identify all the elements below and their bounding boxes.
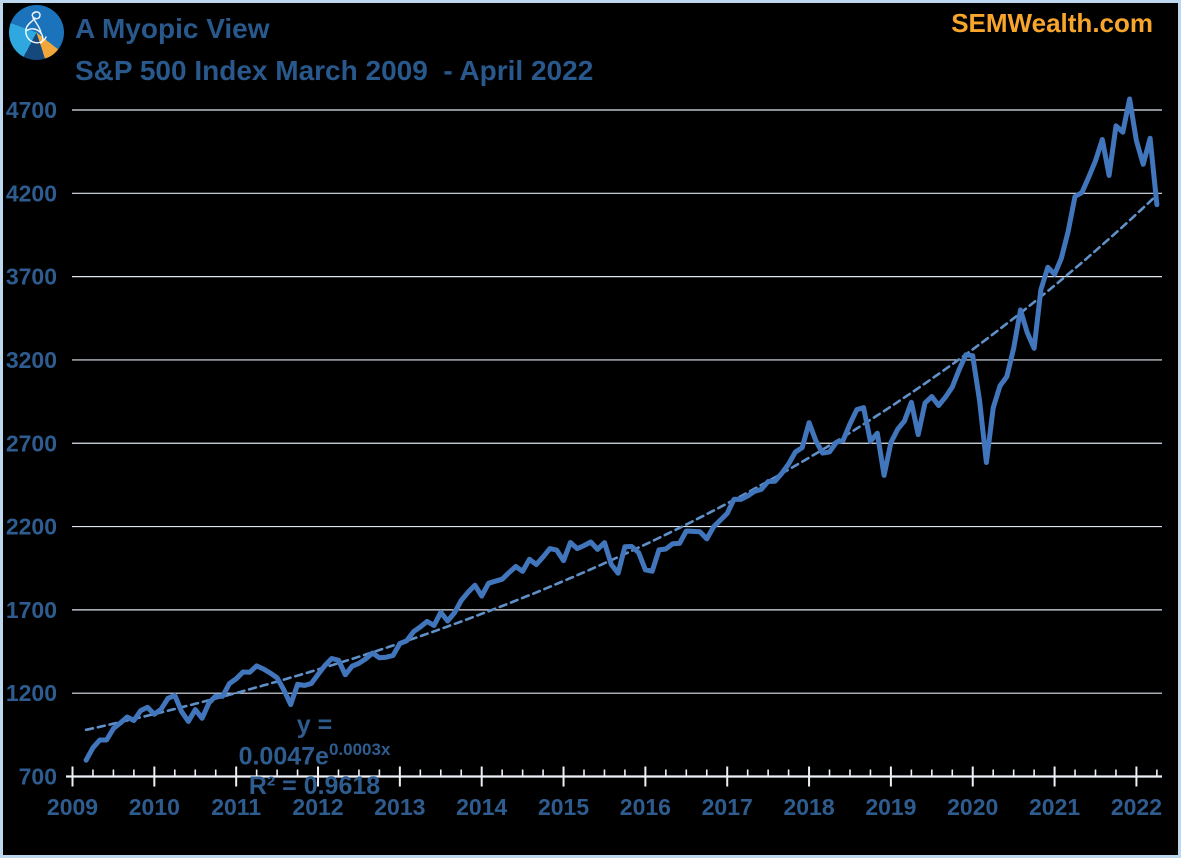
x-tick-label: 2009 — [47, 794, 98, 820]
sem-logo-icon — [9, 5, 64, 60]
x-tick-label: 2020 — [947, 794, 998, 820]
sp500-series-line — [83, 96, 1160, 763]
y-tick-label: 1700 — [6, 597, 57, 623]
equation-line: y = 0.0047e0.0003x — [222, 711, 407, 771]
equation-prefix: y = 0.0047e — [238, 711, 333, 771]
x-tick-label: 2013 — [374, 794, 425, 820]
x-tick-label: 2011 — [211, 794, 261, 820]
x-tick-label: 2012 — [292, 794, 343, 820]
x-tick-label: 2017 — [702, 794, 753, 820]
page-subtitle: S&P 500 Index March 2009 - April 2022 — [75, 55, 594, 87]
x-tick-label: 2019 — [865, 794, 916, 820]
x-tick-label: 2010 — [129, 794, 180, 820]
y-tick-label: 1200 — [6, 680, 57, 706]
header-titles: A Myopic View S&P 500 Index March 2009 -… — [75, 14, 593, 86]
r-squared-line: R² = 0.9618 — [248, 772, 381, 801]
y-tick-label: 700 — [19, 764, 57, 790]
x-tick-label: 2018 — [783, 794, 834, 820]
y-tick-label: 4200 — [6, 180, 57, 206]
y-tick-label: 2200 — [6, 514, 57, 540]
site-link: SEMWealth.com — [951, 8, 1153, 38]
y-tick-label: 3200 — [6, 347, 57, 373]
page-title: A Myopic View — [75, 13, 270, 44]
x-tick-label: 2021 — [1029, 794, 1080, 820]
trendline-dashed — [84, 193, 1159, 732]
x-tick-label: 2022 — [1111, 794, 1162, 820]
trendline-equation: y = 0.0047e0.0003x R² = 0.9618 — [222, 711, 407, 801]
y-tick-label: 4700 — [6, 97, 57, 123]
logo-figure-icon — [25, 11, 47, 44]
y-tick-label: 3700 — [6, 264, 57, 290]
x-tick-label: 2016 — [620, 794, 671, 820]
x-tick-label: 2014 — [456, 794, 507, 820]
equation-exponent: 0.0003x — [328, 740, 391, 759]
x-tick-label: 2015 — [538, 794, 589, 820]
y-tick-label: 2700 — [6, 430, 57, 456]
